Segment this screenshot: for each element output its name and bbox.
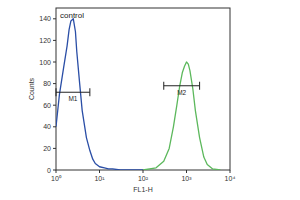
x-tick <box>186 170 187 173</box>
x-tick-label: 10² <box>138 175 149 182</box>
y-axis-label: Counts <box>28 77 35 100</box>
gate-end <box>199 82 200 90</box>
y-tick <box>53 148 56 149</box>
gate-end <box>163 82 164 90</box>
y-tick <box>53 105 56 106</box>
gate-line <box>164 85 200 86</box>
y-tick-label: 40 <box>43 123 51 130</box>
gate-label: M1 <box>68 95 77 102</box>
x-tick-label: 10³ <box>181 175 192 182</box>
y-tick <box>53 83 56 84</box>
title: control <box>60 11 84 20</box>
gate-line <box>56 92 90 93</box>
x-tick <box>56 170 57 173</box>
y-tick <box>53 62 56 63</box>
plot-area <box>56 19 220 170</box>
gate-label: M2 <box>177 89 186 96</box>
x-tick-label: 10⁰ <box>51 175 62 182</box>
x-tick <box>230 170 231 173</box>
plot-frame <box>56 8 230 170</box>
x-axis-label: FL1-H <box>133 186 152 193</box>
chart: 0 20 40 60 80 100 120 140 10⁰ 10¹ 10² 10³ 10⁴ FL1-H Co… <box>0 0 300 200</box>
y-tick <box>53 18 56 19</box>
y-tick-label: 120 <box>39 37 51 44</box>
x-tick-label: 10⁴ <box>225 175 236 182</box>
histogram-line <box>143 62 220 170</box>
gate-end <box>56 88 57 96</box>
y-tick-label: 60 <box>43 102 51 109</box>
y-tick-label: 20 <box>43 145 51 152</box>
y-tick-label: 80 <box>43 80 51 87</box>
y-tick-label: 100 <box>39 59 51 66</box>
y-tick-label: 0 <box>47 167 51 174</box>
x-tick-label: 10¹ <box>94 175 105 182</box>
gate-end <box>89 88 90 96</box>
x-tick <box>99 170 100 173</box>
y-tick <box>53 126 56 127</box>
histogram-line <box>56 19 143 170</box>
y-tick <box>53 40 56 41</box>
x-tick <box>143 170 144 173</box>
y-tick-label: 140 <box>39 15 51 22</box>
